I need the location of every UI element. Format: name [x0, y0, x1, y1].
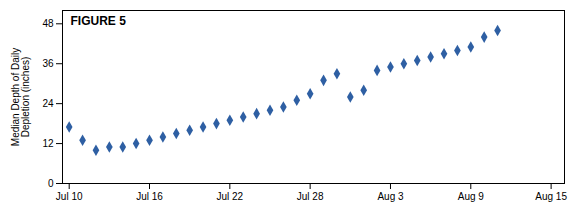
svg-text:Jul 22: Jul 22 — [216, 191, 243, 202]
svg-text:24: 24 — [42, 98, 54, 109]
svg-text:Median Depth of DailyDepletion: Median Depth of DailyDepletion (inches) — [10, 48, 31, 146]
svg-text:36: 36 — [42, 58, 54, 69]
svg-text:0: 0 — [48, 178, 54, 189]
svg-text:48: 48 — [42, 18, 54, 29]
svg-text:Aug 3: Aug 3 — [377, 191, 404, 202]
svg-text:12: 12 — [42, 138, 54, 149]
svg-text:Jul 28: Jul 28 — [297, 191, 324, 202]
svg-text:FIGURE 5: FIGURE 5 — [71, 14, 127, 28]
svg-text:Aug 15: Aug 15 — [535, 191, 567, 202]
svg-text:Jul 16: Jul 16 — [136, 191, 163, 202]
svg-text:Aug 9: Aug 9 — [458, 191, 485, 202]
svg-text:Jul 10: Jul 10 — [56, 191, 83, 202]
